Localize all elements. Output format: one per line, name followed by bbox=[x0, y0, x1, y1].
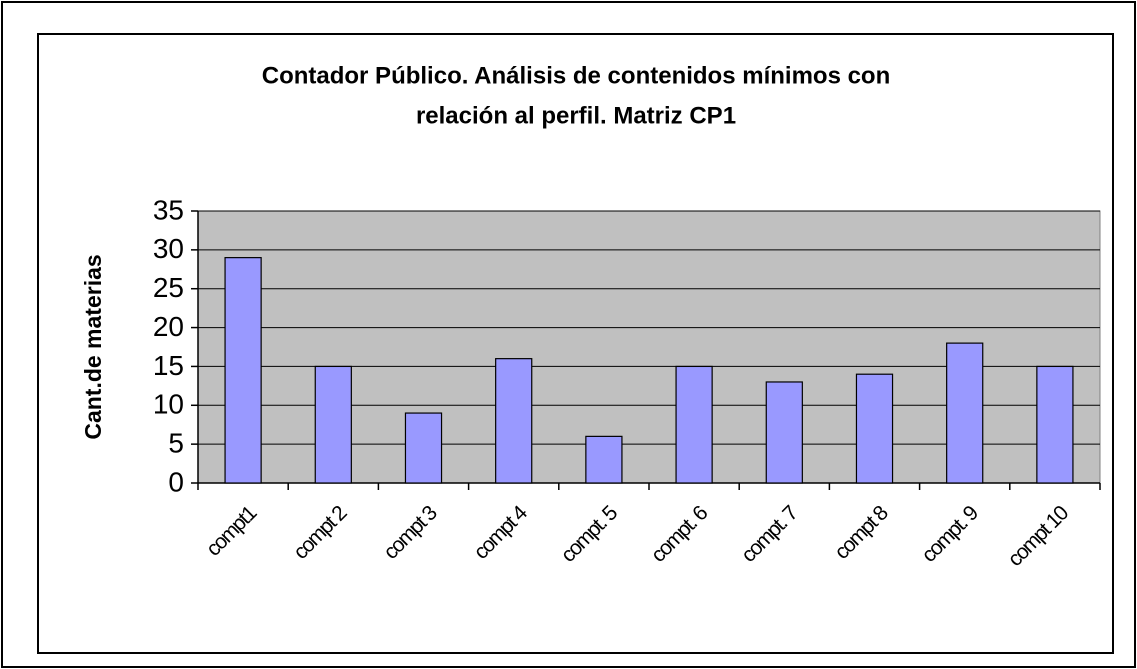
chart-title: Contador Público. Análisis de contenidos… bbox=[262, 62, 891, 89]
y-axis-label: Cant.de materias bbox=[80, 254, 106, 439]
y-tick-label: 5 bbox=[168, 428, 184, 459]
bar bbox=[495, 358, 533, 484]
bar bbox=[224, 257, 262, 484]
y-tick-label: 0 bbox=[168, 466, 184, 497]
chart-title: relación al perfil. Matriz CP1 bbox=[416, 102, 736, 129]
y-tick-label: 20 bbox=[153, 311, 184, 342]
bar bbox=[404, 412, 443, 484]
bar bbox=[314, 365, 352, 484]
y-tick-label: 35 bbox=[153, 194, 184, 225]
bar bbox=[1036, 365, 1074, 484]
bar bbox=[946, 342, 984, 484]
y-tick-label: 25 bbox=[153, 272, 184, 303]
bar bbox=[765, 381, 803, 484]
y-tick-label: 10 bbox=[153, 389, 184, 420]
bar bbox=[855, 373, 894, 484]
bar bbox=[585, 435, 623, 484]
y-tick-label: 30 bbox=[153, 233, 184, 264]
y-tick-label: 15 bbox=[153, 350, 184, 381]
bar bbox=[675, 365, 713, 484]
